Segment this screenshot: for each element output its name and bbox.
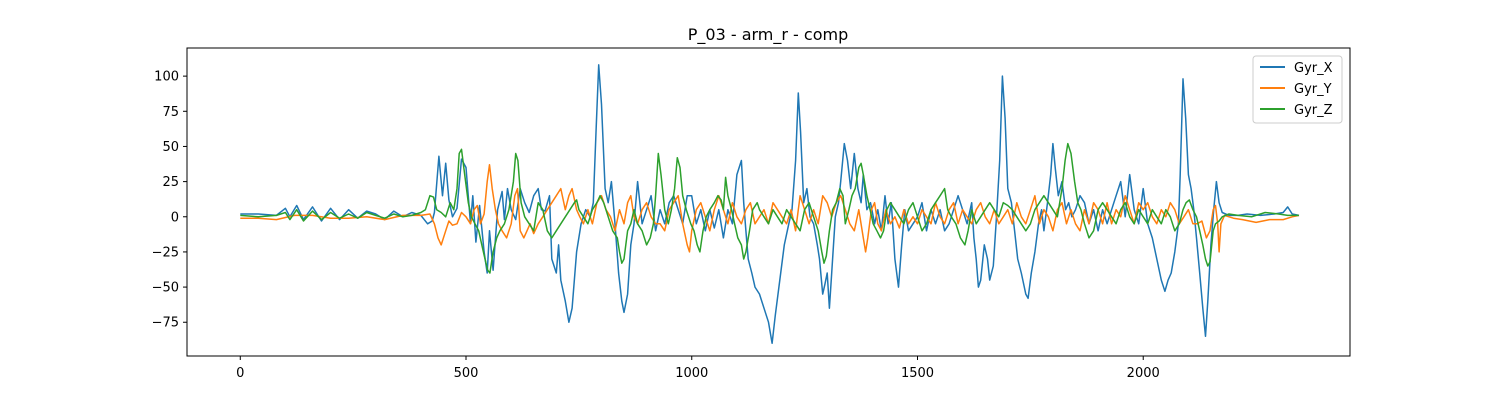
- axes-frame: [186, 47, 1351, 357]
- series-line-gyr-z: [240, 142, 1299, 274]
- x-tick-label: 500: [454, 366, 479, 381]
- x-axis: 0 500 1000 1500 2000: [236, 356, 1160, 381]
- series-layer: [240, 64, 1300, 345]
- y-tick-label: −50: [152, 281, 179, 296]
- legend-label-gyr-z: Gyr_Z: [1294, 103, 1333, 118]
- legend-frame: [1252, 55, 1343, 124]
- x-tick-label: 0: [236, 366, 244, 381]
- x-tick-label: 1500: [901, 366, 934, 381]
- y-tick-label: 100: [154, 70, 179, 85]
- y-tick-label: 0: [171, 210, 179, 225]
- legend-label-gyr-x: Gyr_X: [1294, 61, 1333, 76]
- legend-label-gyr-y: Gyr_Y: [1294, 82, 1332, 97]
- plot-area: [186, 47, 1351, 357]
- x-tick-label: 2000: [1127, 366, 1160, 381]
- legend: Gyr_X Gyr_Y Gyr_Z: [1252, 55, 1343, 124]
- y-tick-label: 25: [162, 175, 179, 190]
- y-tick-label: −25: [152, 245, 179, 260]
- y-tick-label: 50: [162, 140, 179, 155]
- x-tick-label: 1000: [675, 366, 708, 381]
- y-tick-label: 75: [162, 105, 179, 120]
- y-tick-label: −75: [152, 316, 179, 331]
- chart-title: P_03 - arm_r - comp: [688, 25, 849, 45]
- y-axis: −75 −50 −25 0 25 50 75 100: [152, 70, 187, 331]
